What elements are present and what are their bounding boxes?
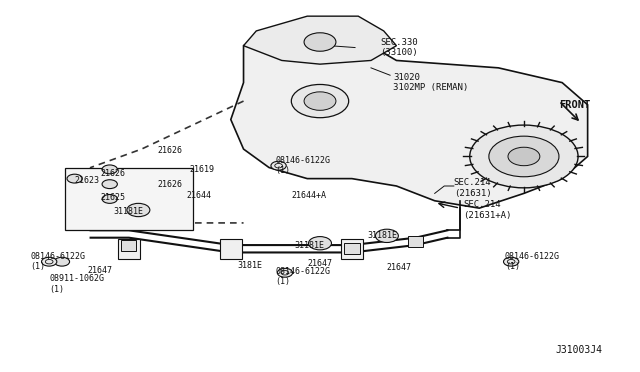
- Text: 31020
3102MP (REMAN): 31020 3102MP (REMAN): [394, 73, 468, 92]
- Text: 21619: 21619: [189, 165, 214, 174]
- Text: 08146-6122G
(1): 08146-6122G (1): [275, 267, 330, 286]
- Circle shape: [504, 257, 519, 266]
- FancyBboxPatch shape: [118, 239, 140, 259]
- Text: SEC.214
(21631): SEC.214 (21631): [454, 178, 492, 198]
- Circle shape: [308, 237, 332, 250]
- Text: 08146-6122G
(1): 08146-6122G (1): [505, 252, 560, 272]
- Circle shape: [489, 136, 559, 177]
- Text: J31003J4: J31003J4: [556, 345, 603, 355]
- Text: 21625: 21625: [100, 193, 125, 202]
- Text: 31181E: 31181E: [368, 231, 398, 240]
- Circle shape: [277, 268, 292, 277]
- Bar: [344, 243, 360, 254]
- Circle shape: [102, 195, 117, 203]
- PathPatch shape: [65, 167, 193, 230]
- PathPatch shape: [231, 31, 588, 208]
- Text: 21626: 21626: [157, 180, 182, 189]
- Bar: [121, 240, 136, 251]
- Text: SEC.330
(33100): SEC.330 (33100): [381, 38, 418, 57]
- PathPatch shape: [244, 16, 396, 64]
- Text: 21647: 21647: [387, 263, 412, 272]
- Circle shape: [102, 180, 117, 189]
- Circle shape: [67, 174, 83, 183]
- Text: 21644+A: 21644+A: [291, 191, 326, 200]
- Text: 31181E: 31181E: [294, 241, 324, 250]
- Circle shape: [102, 165, 117, 174]
- Text: 21647: 21647: [307, 259, 332, 268]
- Circle shape: [54, 257, 70, 266]
- Text: FRONT: FRONT: [559, 100, 590, 110]
- Circle shape: [291, 84, 349, 118]
- Circle shape: [376, 229, 398, 243]
- Circle shape: [127, 203, 150, 217]
- Circle shape: [470, 125, 578, 188]
- Circle shape: [304, 33, 336, 51]
- Text: 21626: 21626: [157, 147, 182, 155]
- FancyBboxPatch shape: [220, 239, 242, 259]
- FancyBboxPatch shape: [341, 239, 363, 259]
- Text: 21647: 21647: [88, 266, 113, 275]
- Circle shape: [508, 147, 540, 166]
- Text: 31181E: 31181E: [113, 207, 143, 217]
- Text: 3181E: 3181E: [237, 261, 262, 270]
- Bar: [408, 236, 423, 247]
- Text: 08911-1062G
(1): 08911-1062G (1): [49, 274, 104, 294]
- Circle shape: [271, 161, 286, 170]
- Text: 08146-6122G
(1): 08146-6122G (1): [30, 252, 85, 272]
- Circle shape: [42, 257, 57, 266]
- Text: 08146-6122G
(1): 08146-6122G (1): [275, 156, 330, 175]
- Text: 21644: 21644: [186, 191, 211, 200]
- Circle shape: [304, 92, 336, 110]
- Text: 21626: 21626: [100, 169, 125, 177]
- Text: 21623: 21623: [75, 176, 100, 185]
- Text: SEC.214
(21631+A): SEC.214 (21631+A): [463, 200, 512, 220]
